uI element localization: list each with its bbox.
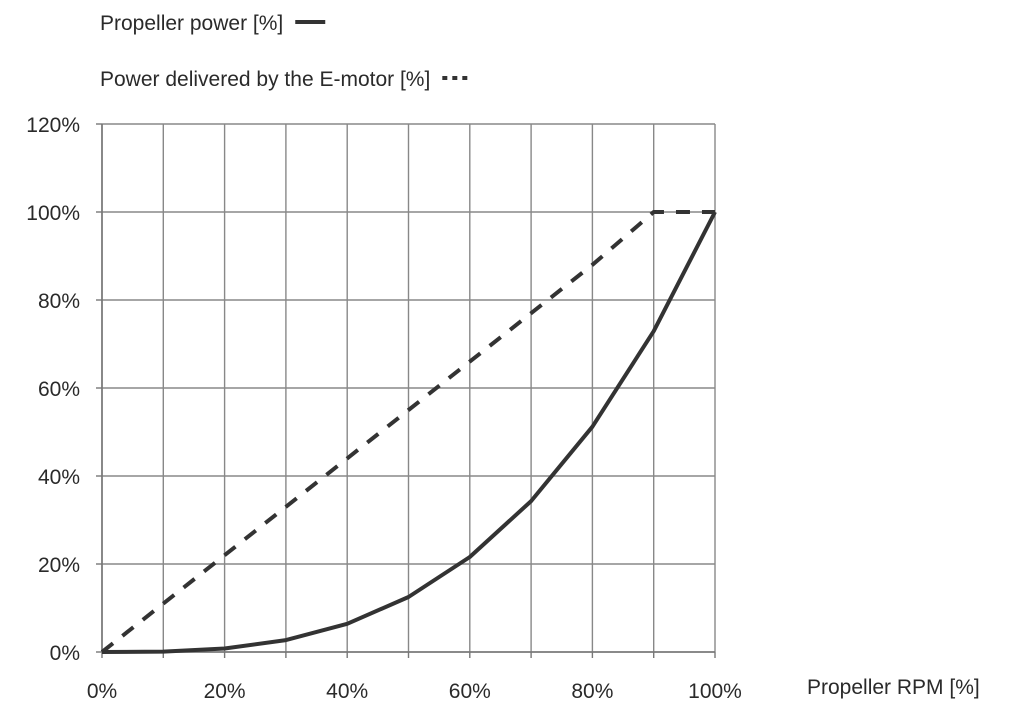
x-tick-label: 80%: [571, 680, 613, 703]
x-axis-label: Propeller RPM [%]: [807, 676, 980, 699]
legend-label-propeller-power: Propeller power [%]: [100, 12, 283, 35]
legend: Propeller power [%] Power delivered by t…: [100, 12, 473, 91]
x-tick-label: 100%: [688, 680, 742, 703]
y-tick-label: 20%: [38, 554, 80, 577]
y-tick-label: 60%: [38, 378, 80, 401]
y-tick-label: 100%: [26, 202, 80, 225]
x-axis: 0% 20% 40% 60% 80% 100%: [87, 680, 742, 703]
x-tick-label: 20%: [204, 680, 246, 703]
series-propeller-power-line: [101, 211, 717, 654]
grid: [101, 123, 716, 653]
x-tick-label: 0%: [87, 680, 117, 703]
y-tick-label: 80%: [38, 290, 80, 313]
y-axis: 0% 20% 40% 60% 80% 100% 120%: [26, 114, 80, 665]
y-tick-label: 0%: [50, 642, 80, 665]
legend-label-e-motor-power: Power delivered by the E-motor [%]: [100, 68, 430, 91]
series-layer: [100, 210, 717, 654]
x-tick-label: 60%: [449, 680, 491, 703]
series-e-motor-power-line: [100, 210, 715, 654]
x-tick-label: 40%: [326, 680, 368, 703]
y-tick-label: 40%: [38, 466, 80, 489]
y-tick-label: 120%: [26, 114, 80, 137]
plot-frame: [96, 123, 716, 658]
